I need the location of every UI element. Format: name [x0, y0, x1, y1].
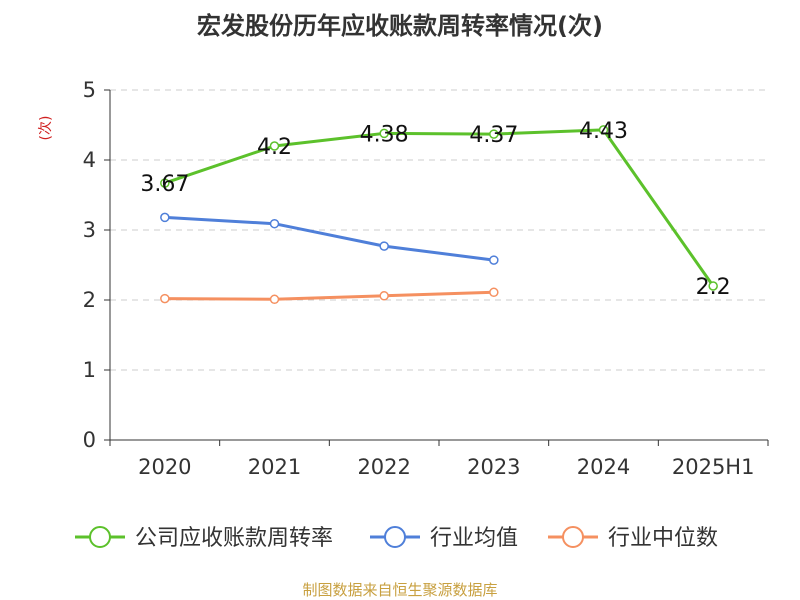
data-point[interactable]	[160, 212, 170, 223]
x-tick-label: 2023	[467, 455, 520, 479]
data-label: 3.67	[140, 172, 189, 197]
data-point[interactable]	[379, 241, 389, 251]
series-line-2	[164, 290, 494, 301]
x-tick-label: 2022	[357, 455, 410, 479]
legend-marker	[384, 526, 406, 548]
x-tick-label: 2025H1	[672, 455, 755, 479]
x-tick-label: 2021	[248, 455, 301, 479]
data-point[interactable]	[269, 141, 280, 151]
data-point[interactable]	[489, 129, 499, 139]
legend-item-2[interactable]: 行业中位数	[548, 526, 718, 551]
series-line-0	[164, 128, 715, 287]
data-point[interactable]	[379, 128, 389, 139]
x-tick-label: 2024	[577, 455, 630, 479]
data-point[interactable]	[160, 293, 170, 304]
source-note: 制图数据来自恒生聚源数据库	[302, 581, 498, 599]
grid-lines	[110, 89, 768, 371]
data-point[interactable]	[489, 287, 499, 298]
data-labels: 3.67 4.2 4.38 4.37 4.43 2.2	[140, 119, 730, 300]
chart-title: 宏发股份历年应收账款周转率情况(次)	[197, 12, 603, 40]
legend[interactable]: 公司应收账款周转率 行业均值 行业中位数	[75, 526, 718, 551]
series-layer	[160, 125, 718, 305]
data-point[interactable]	[160, 178, 170, 188]
y-tick-label: 1	[83, 358, 96, 382]
data-label: 4.2	[257, 135, 292, 160]
data-point[interactable]	[379, 291, 389, 301]
data-point[interactable]	[489, 255, 499, 265]
legend-item-1[interactable]: 行业均值	[370, 526, 518, 551]
data-point[interactable]	[598, 125, 609, 135]
data-point[interactable]	[708, 281, 718, 291]
data-label: 4.38	[360, 122, 409, 147]
y-axis-label: (次)	[38, 116, 54, 141]
y-tick-label: 2	[83, 288, 96, 312]
y-tick-label: 4	[83, 148, 96, 172]
legend-label: 行业均值	[430, 526, 518, 551]
y-tick-label: 0	[83, 428, 96, 452]
legend-label: 行业中位数	[608, 526, 718, 551]
y-tick-label: 5	[83, 78, 96, 102]
legend-marker	[562, 526, 584, 548]
data-point[interactable]	[269, 218, 280, 229]
data-label: 4.37	[469, 123, 518, 148]
series-line-1	[164, 215, 495, 262]
legend-marker	[89, 526, 111, 548]
data-point[interactable]	[269, 294, 280, 305]
legend-item-0[interactable]: 公司应收账款周转率	[75, 526, 333, 551]
data-label: 2.2	[696, 275, 731, 300]
x-tick-label: 2020	[138, 455, 191, 479]
axes: 0 1 2 3 4 5 2020 2021 2022 2023 2024 2025H1	[83, 78, 769, 479]
data-label: 4.43	[579, 119, 628, 144]
y-tick-label: 3	[83, 218, 96, 242]
legend-label: 公司应收账款周转率	[135, 526, 333, 551]
